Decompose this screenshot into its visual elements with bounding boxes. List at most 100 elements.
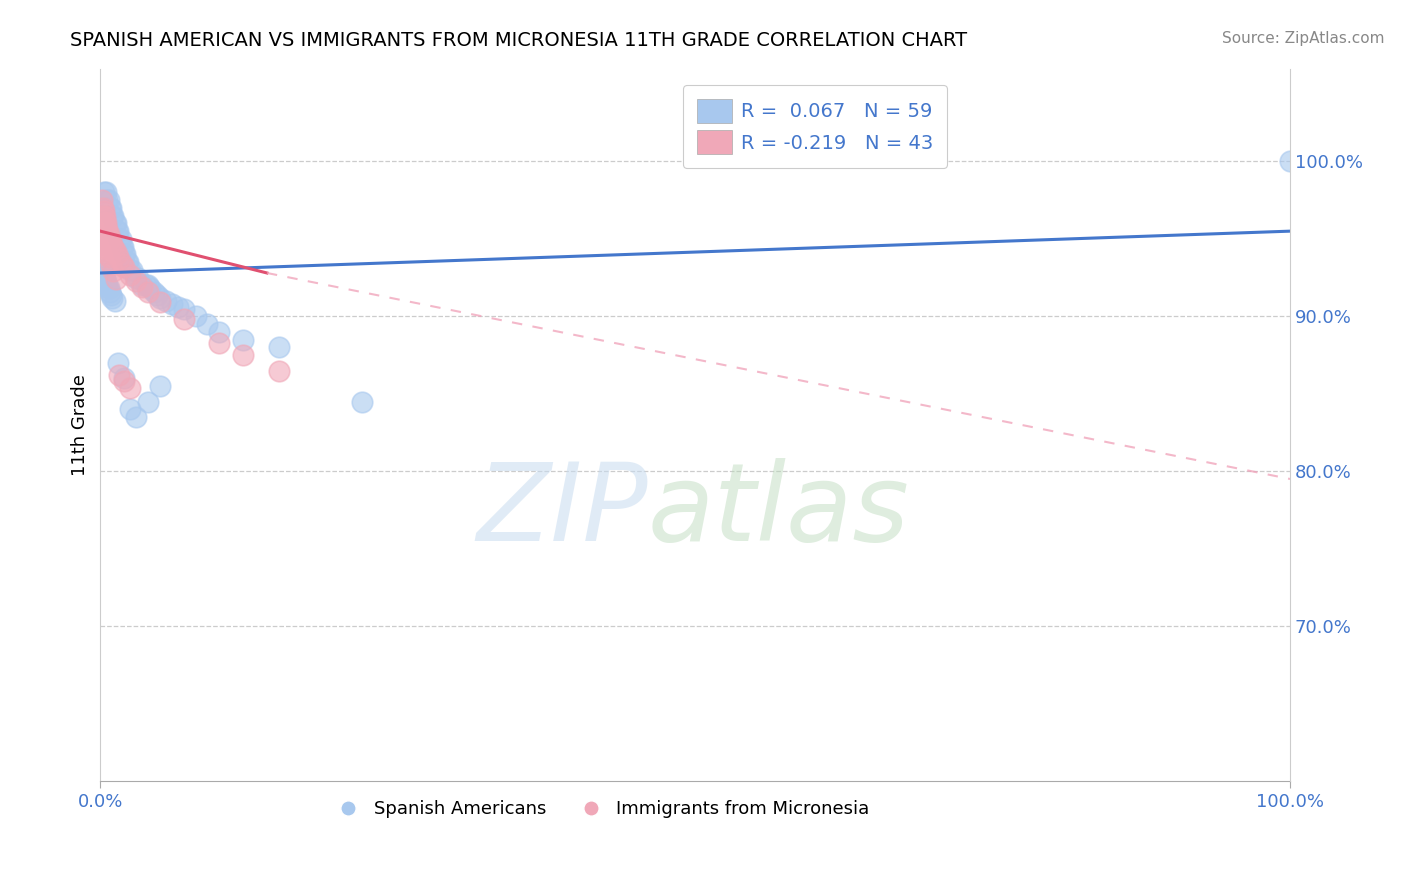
Point [100,287,122,301]
Y-axis label: 11th Grade: 11th Grade [72,374,89,475]
Point [139,281,162,295]
Point [96,193,118,207]
Point [146,287,169,301]
Point [98,285,121,299]
Point [93,186,115,200]
Point [100,258,122,272]
Point [136,285,159,299]
Point [90,232,112,246]
Text: Source: ZipAtlas.com: Source: ZipAtlas.com [1222,31,1385,46]
Point [96,244,118,259]
Point [131,278,153,293]
Point [104,272,127,286]
Point [114,247,136,261]
Point [96,219,118,234]
Point [93,268,115,283]
Point [104,216,127,230]
Point [104,293,127,308]
Point [125,270,148,285]
Text: atlas: atlas [648,458,910,563]
Point [184,310,207,324]
Point [101,238,124,252]
Point [111,240,134,254]
Point [100,201,122,215]
Point [136,394,159,409]
Point [112,247,135,261]
Point [267,340,290,354]
Point [232,348,254,362]
Point [267,363,290,377]
Point [100,235,122,249]
Point [136,278,159,293]
Point [105,247,128,261]
Point [103,264,125,278]
Point [115,255,138,269]
Point [97,251,120,265]
Point [111,257,134,271]
Point [173,301,195,316]
Point [93,238,115,252]
Point [96,275,118,289]
Point [149,379,172,393]
Point [160,297,183,311]
Point [93,209,115,223]
Point [105,224,128,238]
Point [101,209,124,223]
Point [97,193,120,207]
Point [94,272,117,286]
Point [108,252,131,266]
Point [120,402,142,417]
Point [91,235,114,249]
Point [112,375,135,389]
Point [208,325,231,339]
Point [96,247,118,261]
Point [94,211,117,225]
Point [96,226,118,240]
Point [107,356,129,370]
Point [112,371,135,385]
Text: SPANISH AMERICAN VS IMMIGRANTS FROM MICRONESIA 11TH GRADE CORRELATION CHART: SPANISH AMERICAN VS IMMIGRANTS FROM MICR… [70,31,967,50]
Point [97,227,120,242]
Point [111,240,134,254]
Point [125,274,148,288]
Point [107,224,129,238]
Point [125,410,148,425]
Point [97,230,120,244]
Point [98,201,121,215]
Point [97,281,120,295]
Point [121,263,143,277]
Point [166,300,188,314]
Point [149,291,172,305]
Point [208,335,231,350]
Point [96,222,118,236]
Point [96,216,118,230]
Point [197,317,219,331]
Legend: Spanish Americans, Immigrants from Micronesia: Spanish Americans, Immigrants from Micro… [323,793,877,825]
Point [103,209,125,223]
Point [120,263,142,277]
Point [101,291,124,305]
Point [352,394,374,409]
Point [120,268,142,282]
Point [91,201,114,215]
Point [232,333,254,347]
Point [94,241,117,255]
Point [90,263,112,277]
Point [117,255,139,269]
Point [108,232,131,246]
Point [90,193,112,207]
Point [94,215,117,229]
Point [112,260,135,274]
Point [1279,154,1302,169]
Point [135,278,157,293]
Point [104,243,127,257]
Point [93,204,115,219]
Point [173,312,195,326]
Point [149,295,172,310]
Text: ZIP: ZIP [477,458,648,563]
Point [142,285,165,299]
Point [104,216,127,230]
Point [155,293,177,308]
Point [131,280,153,294]
Point [91,266,114,280]
